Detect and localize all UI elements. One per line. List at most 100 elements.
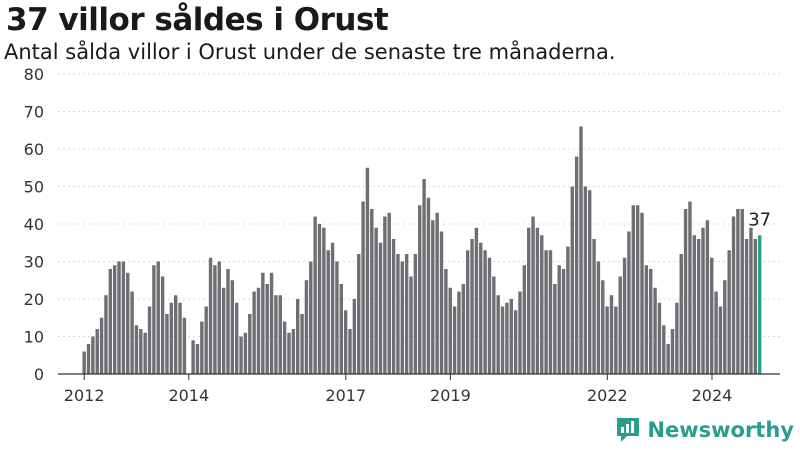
bar xyxy=(370,209,374,374)
bar xyxy=(601,280,605,374)
bar xyxy=(396,254,400,374)
bar xyxy=(243,332,248,374)
bar xyxy=(99,317,104,374)
x-tick-label: 2024 xyxy=(692,386,733,405)
bar xyxy=(230,280,235,374)
bar xyxy=(191,340,195,374)
bar xyxy=(121,261,126,374)
bar xyxy=(365,167,370,374)
y-tick-label: 80 xyxy=(24,65,44,84)
bar xyxy=(400,261,405,374)
bar xyxy=(86,344,91,374)
bar xyxy=(518,291,522,374)
bar xyxy=(688,201,692,374)
bar xyxy=(387,212,391,374)
bar xyxy=(592,239,596,374)
bar xyxy=(679,254,683,374)
bar-chart-speech-bubble-icon xyxy=(617,418,640,442)
bar xyxy=(526,227,531,374)
bar xyxy=(248,314,252,374)
x-tick-label: 2019 xyxy=(430,386,471,405)
y-tick-label: 60 xyxy=(24,140,44,159)
bar xyxy=(553,284,557,374)
bar xyxy=(540,235,544,374)
bar xyxy=(500,306,505,374)
bar xyxy=(313,216,317,374)
bar xyxy=(278,295,282,374)
bar xyxy=(182,317,187,374)
bar xyxy=(261,272,265,374)
bar xyxy=(165,314,169,374)
bar xyxy=(291,329,296,374)
y-tick-label: 30 xyxy=(24,253,44,272)
bar xyxy=(348,329,352,374)
bar xyxy=(522,265,527,374)
bar xyxy=(221,287,226,374)
bar xyxy=(422,179,426,374)
bar xyxy=(583,186,588,374)
bar xyxy=(378,242,383,374)
bar xyxy=(465,250,470,374)
bar xyxy=(147,306,152,374)
bar xyxy=(239,336,243,374)
bar xyxy=(696,239,701,374)
bar xyxy=(614,306,618,374)
bar xyxy=(749,227,753,374)
bar xyxy=(727,250,731,374)
bar xyxy=(326,250,330,374)
bar xyxy=(705,220,710,374)
bar xyxy=(265,284,269,374)
page-title: 37 villor såldes i Orust xyxy=(6,2,389,38)
y-tick-label: 20 xyxy=(24,290,44,309)
page-subtitle: Antal sålda villor i Orust under de sena… xyxy=(4,40,616,64)
bar xyxy=(139,329,143,374)
bar xyxy=(256,287,261,374)
bar xyxy=(156,261,160,374)
bar xyxy=(152,265,156,374)
bar xyxy=(513,310,518,374)
bar xyxy=(692,235,697,374)
bar xyxy=(130,291,134,374)
bar xyxy=(723,280,727,374)
bar xyxy=(618,276,622,374)
y-tick-label: 0 xyxy=(34,365,44,384)
bar xyxy=(391,239,396,374)
bar xyxy=(178,302,182,374)
bar xyxy=(548,250,553,374)
bar xyxy=(505,302,509,374)
brand-name: Newsworthy xyxy=(647,418,794,442)
bar xyxy=(452,306,457,374)
bar xyxy=(304,280,309,374)
bar xyxy=(108,269,113,374)
bar xyxy=(226,269,230,374)
bar xyxy=(740,209,744,374)
bar xyxy=(317,224,322,374)
bar xyxy=(588,190,592,374)
bar xyxy=(160,276,165,374)
bar xyxy=(274,295,278,374)
bar xyxy=(535,227,540,374)
bar xyxy=(200,321,204,374)
bar xyxy=(409,276,413,374)
data-label: 37 xyxy=(748,209,771,230)
bar xyxy=(352,299,357,374)
bar xyxy=(579,126,583,374)
bar xyxy=(653,287,657,374)
y-tick-label: 50 xyxy=(24,178,44,197)
bar xyxy=(431,220,435,374)
bar xyxy=(126,272,130,374)
bar xyxy=(635,205,640,374)
x-tick-label: 2014 xyxy=(168,386,209,405)
bar xyxy=(457,291,461,374)
y-tick-label: 40 xyxy=(24,215,44,234)
bar xyxy=(343,310,348,374)
bar xyxy=(195,344,200,374)
bar xyxy=(744,239,749,374)
bar xyxy=(335,261,339,374)
bar xyxy=(644,265,649,374)
bar xyxy=(544,250,548,374)
bar xyxy=(570,186,574,374)
bar xyxy=(404,254,409,374)
bar xyxy=(649,269,653,374)
brand: Newsworthy xyxy=(615,416,794,444)
